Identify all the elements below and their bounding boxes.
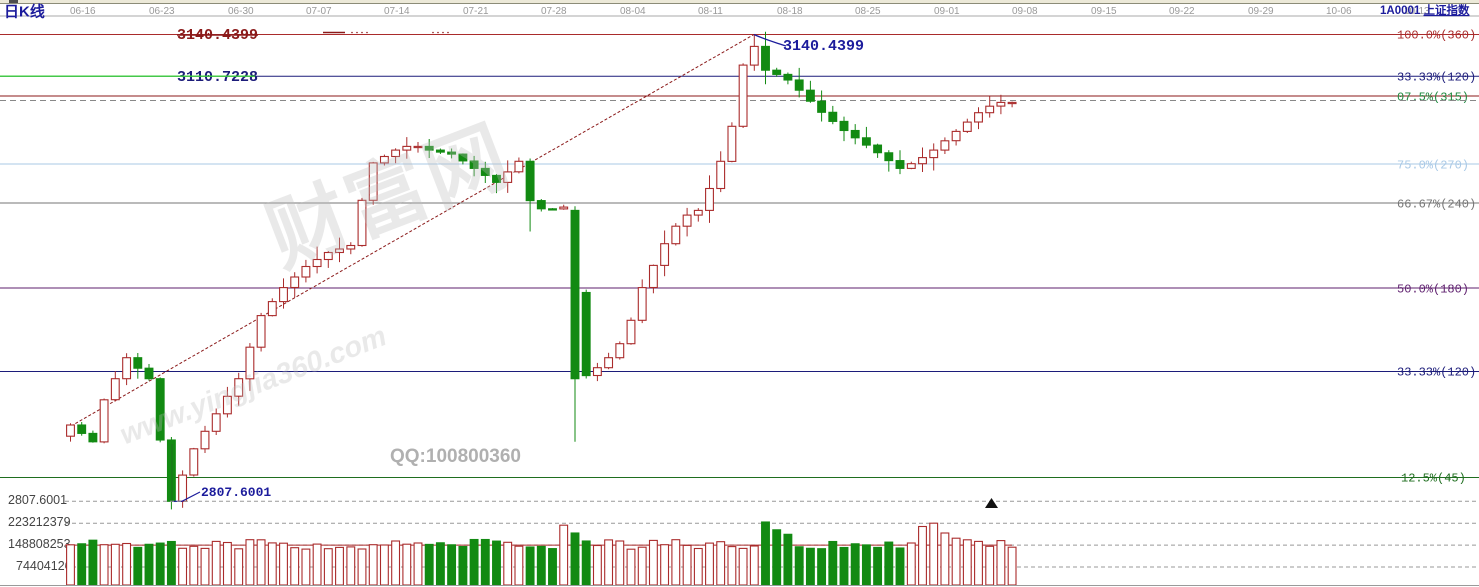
svg-text:2807.6001: 2807.6001 xyxy=(201,485,271,500)
svg-text:66.67%(240): 66.67%(240) xyxy=(1397,198,1476,212)
svg-text:09-01: 09-01 xyxy=(934,6,960,17)
svg-text:3140.4399: 3140.4399 xyxy=(783,38,864,55)
svg-text:QQ:100800360: QQ:100800360 xyxy=(390,446,521,467)
svg-text:09-08: 09-08 xyxy=(1012,6,1038,17)
svg-text:50.0%(180): 50.0%(180) xyxy=(1397,283,1469,297)
svg-text:2807.6001: 2807.6001 xyxy=(8,493,67,507)
svg-text:06-16: 06-16 xyxy=(70,6,96,17)
svg-text:223212379: 223212379 xyxy=(8,515,71,529)
svg-text:06-23: 06-23 xyxy=(149,6,175,17)
svg-text:148808253: 148808253 xyxy=(8,537,71,551)
svg-text:09-15: 09-15 xyxy=(1091,6,1117,17)
svg-text:06-30: 06-30 xyxy=(228,6,254,17)
svg-text:3140.4399: 3140.4399 xyxy=(177,27,258,44)
svg-text:08-25: 08-25 xyxy=(855,6,881,17)
svg-text:74404126: 74404126 xyxy=(16,559,72,573)
svg-text:07-28: 07-28 xyxy=(541,6,567,17)
svg-text:08-04: 08-04 xyxy=(620,6,646,17)
svg-text:33.33%(120): 33.33%(120) xyxy=(1397,366,1476,380)
svg-text:07-14: 07-14 xyxy=(384,6,410,17)
svg-text:100.0%(360): 100.0%(360) xyxy=(1397,29,1476,43)
svg-text:07.5%(315): 07.5%(315) xyxy=(1397,91,1469,105)
svg-text:09-22: 09-22 xyxy=(1169,6,1195,17)
svg-text:08-11: 08-11 xyxy=(698,6,723,17)
svg-text:07-07: 07-07 xyxy=(306,6,332,17)
svg-text:07-21: 07-21 xyxy=(463,6,489,17)
svg-text:1A0001 上证指数: 1A0001 上证指数 xyxy=(1380,3,1470,17)
svg-text:75.0%(270): 75.0%(270) xyxy=(1397,159,1469,173)
svg-text:12.5%(45): 12.5%(45) xyxy=(1401,472,1466,486)
svg-text:日K线: 日K线 xyxy=(4,3,45,21)
svg-text:33.33%(120): 33.33%(120) xyxy=(1397,71,1476,85)
svg-text:08-18: 08-18 xyxy=(777,6,803,17)
svg-text:09-29: 09-29 xyxy=(1248,6,1274,17)
svg-text:10-06: 10-06 xyxy=(1326,6,1352,17)
svg-text:3110.7228: 3110.7228 xyxy=(177,69,258,86)
